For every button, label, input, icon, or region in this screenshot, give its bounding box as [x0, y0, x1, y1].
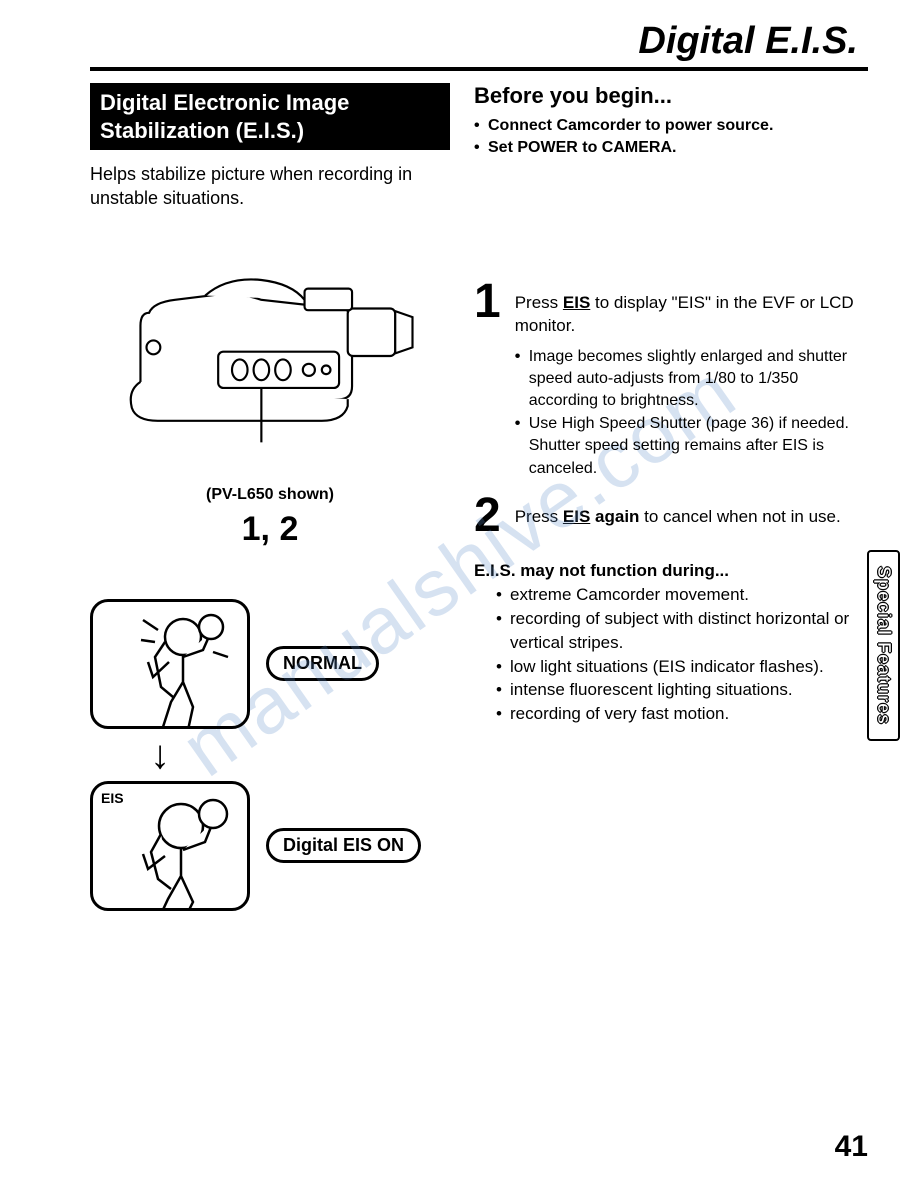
mayfail-item: low light situations (EIS indicator flas…: [496, 655, 868, 679]
lcd-normal: [90, 599, 250, 729]
camcorder-illustration: (PV-L650 shown) 1, 2: [90, 261, 450, 549]
eis-on-pill: Digital EIS ON: [266, 828, 421, 863]
step-1-bullet: Image becomes slightly enlarged and shut…: [515, 346, 868, 413]
mayfail-item: intense fluorescent lighting situations.: [496, 678, 868, 702]
mayfail-list: extreme Camcorder movement. recording of…: [474, 583, 868, 726]
camcorder-svg: [100, 261, 440, 451]
step-1-lead: Press EIS to display "EIS" in the EVF or…: [515, 292, 868, 338]
lcd-eis: EIS: [90, 781, 250, 911]
eis-indicator-label: EIS: [101, 790, 124, 806]
step-1-bullet: Use High Speed Shutter (page 36) if need…: [515, 413, 868, 480]
step-number: 2: [474, 494, 501, 537]
page-title: Digital E.I.S.: [90, 20, 868, 63]
step-1: 1 Press EIS to display "EIS" in the EVF …: [474, 280, 868, 480]
section-header: Digital Electronic Image Stabilization (…: [90, 83, 450, 150]
page-number: 41: [835, 1130, 868, 1164]
mayfail-item: recording of subject with distinct horiz…: [496, 607, 868, 655]
step-1-bullets: Image becomes slightly enlarged and shut…: [515, 346, 868, 480]
section-title-line1: Digital Electronic Image: [100, 90, 349, 115]
mayfail-heading: E.I.S. may not function during...: [474, 561, 868, 581]
step-number: 1: [474, 280, 501, 480]
before-item: Set POWER to CAMERA.: [474, 137, 868, 159]
arrow-down-icon: ↓: [150, 741, 170, 769]
intro-text: Helps stabilize picture when recording i…: [90, 162, 450, 211]
mayfail-item: recording of very fast motion.: [496, 702, 868, 726]
step-2: 2 Press EIS again to cancel when not in …: [474, 494, 868, 537]
model-label: (PV-L650 shown): [90, 486, 450, 504]
mayfail-item: extreme Camcorder movement.: [496, 583, 868, 607]
step-reference: 1, 2: [90, 510, 450, 549]
normal-pill: NORMAL: [266, 646, 379, 681]
title-rule: [90, 67, 868, 71]
side-tab: Special Features: [867, 550, 900, 741]
before-item: Connect Camcorder to power source.: [474, 115, 868, 137]
before-list: Connect Camcorder to power source. Set P…: [474, 115, 868, 160]
step-2-lead: Press EIS again to cancel when not in us…: [515, 506, 841, 529]
eis-diagram: NORMAL ↓ EIS Digital EIS ON: [90, 599, 450, 911]
before-heading: Before you begin...: [474, 83, 868, 109]
section-title-line2: Stabilization (E.I.S.): [100, 118, 304, 143]
